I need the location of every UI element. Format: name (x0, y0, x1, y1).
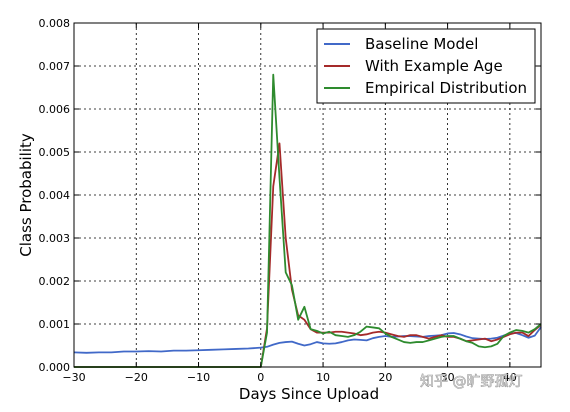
y-tick-label: 0.003 (39, 232, 71, 245)
watermark-text: 知乎 @旷野孤灯 (420, 373, 522, 390)
x-tick-label: 0 (257, 371, 264, 384)
legend: Baseline Model With Example Age Empirica… (316, 28, 536, 104)
x-tick-label: 30 (441, 371, 455, 384)
y-tick-label: 0.002 (39, 275, 71, 288)
x-tick-label: 10 (316, 371, 330, 384)
x-tick-label: 20 (378, 371, 392, 384)
y-tick-label: 0.004 (39, 189, 71, 202)
y-tick-label: 0.005 (39, 146, 71, 159)
legend-box (316, 28, 536, 104)
x-tick-label: −30 (62, 371, 85, 384)
y-tick-label: 0.008 (39, 17, 71, 30)
y-tick-label: 0.000 (39, 361, 71, 374)
tick-labels: −30 −20 −10 0 10 20 30 40 0.000 0.001 0.002 0.003 0.… (39, 17, 517, 384)
y-tick-label: 0.001 (39, 318, 71, 331)
x-axis-label: Days Since Upload (239, 385, 379, 403)
x-tick-label: −10 (187, 371, 210, 384)
x-tick-label: −20 (125, 371, 148, 384)
legend-label-baseline-model: Baseline Model (365, 35, 478, 53)
y-axis-label: Class Probability (17, 133, 35, 257)
x-tick-label: 40 (503, 371, 517, 384)
legend-label-with-example-age: With Example Age (365, 57, 503, 75)
y-tick-label: 0.007 (39, 60, 71, 73)
y-tick-label: 0.006 (39, 103, 71, 116)
axis-ticks (73, 22, 541, 368)
legend-label-empirical-distribution: Empirical Distribution (365, 79, 527, 97)
